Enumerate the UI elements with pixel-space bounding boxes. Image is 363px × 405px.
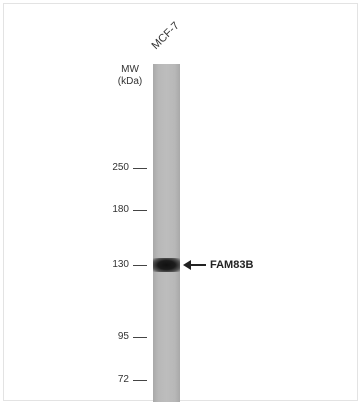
marker-72: 72 [70, 374, 150, 386]
mw-title-line1: MW [121, 64, 139, 75]
blot-lane [153, 64, 180, 402]
mw-title-line2: (kDa) [117, 76, 143, 87]
marker-label: 250 [112, 162, 129, 173]
marker-tick [133, 265, 147, 266]
arrow-shaft [186, 264, 206, 266]
marker-label: 180 [112, 204, 129, 215]
marker-label: 72 [117, 374, 129, 385]
protein-band [153, 258, 180, 272]
marker-130: 130 [70, 259, 150, 271]
target-protein-label: FAM83B [210, 259, 254, 271]
marker-180: 180 [70, 204, 150, 216]
marker-tick [133, 380, 147, 381]
figure-frame [3, 3, 358, 401]
marker-tick [133, 210, 147, 211]
marker-95: 95 [70, 331, 150, 343]
mw-title: MW (kDa) [110, 64, 150, 88]
marker-250: 250 [70, 162, 150, 174]
marker-tick [133, 168, 147, 169]
marker-label: 95 [117, 331, 129, 342]
marker-tick [133, 337, 147, 338]
marker-label: 130 [112, 259, 129, 270]
